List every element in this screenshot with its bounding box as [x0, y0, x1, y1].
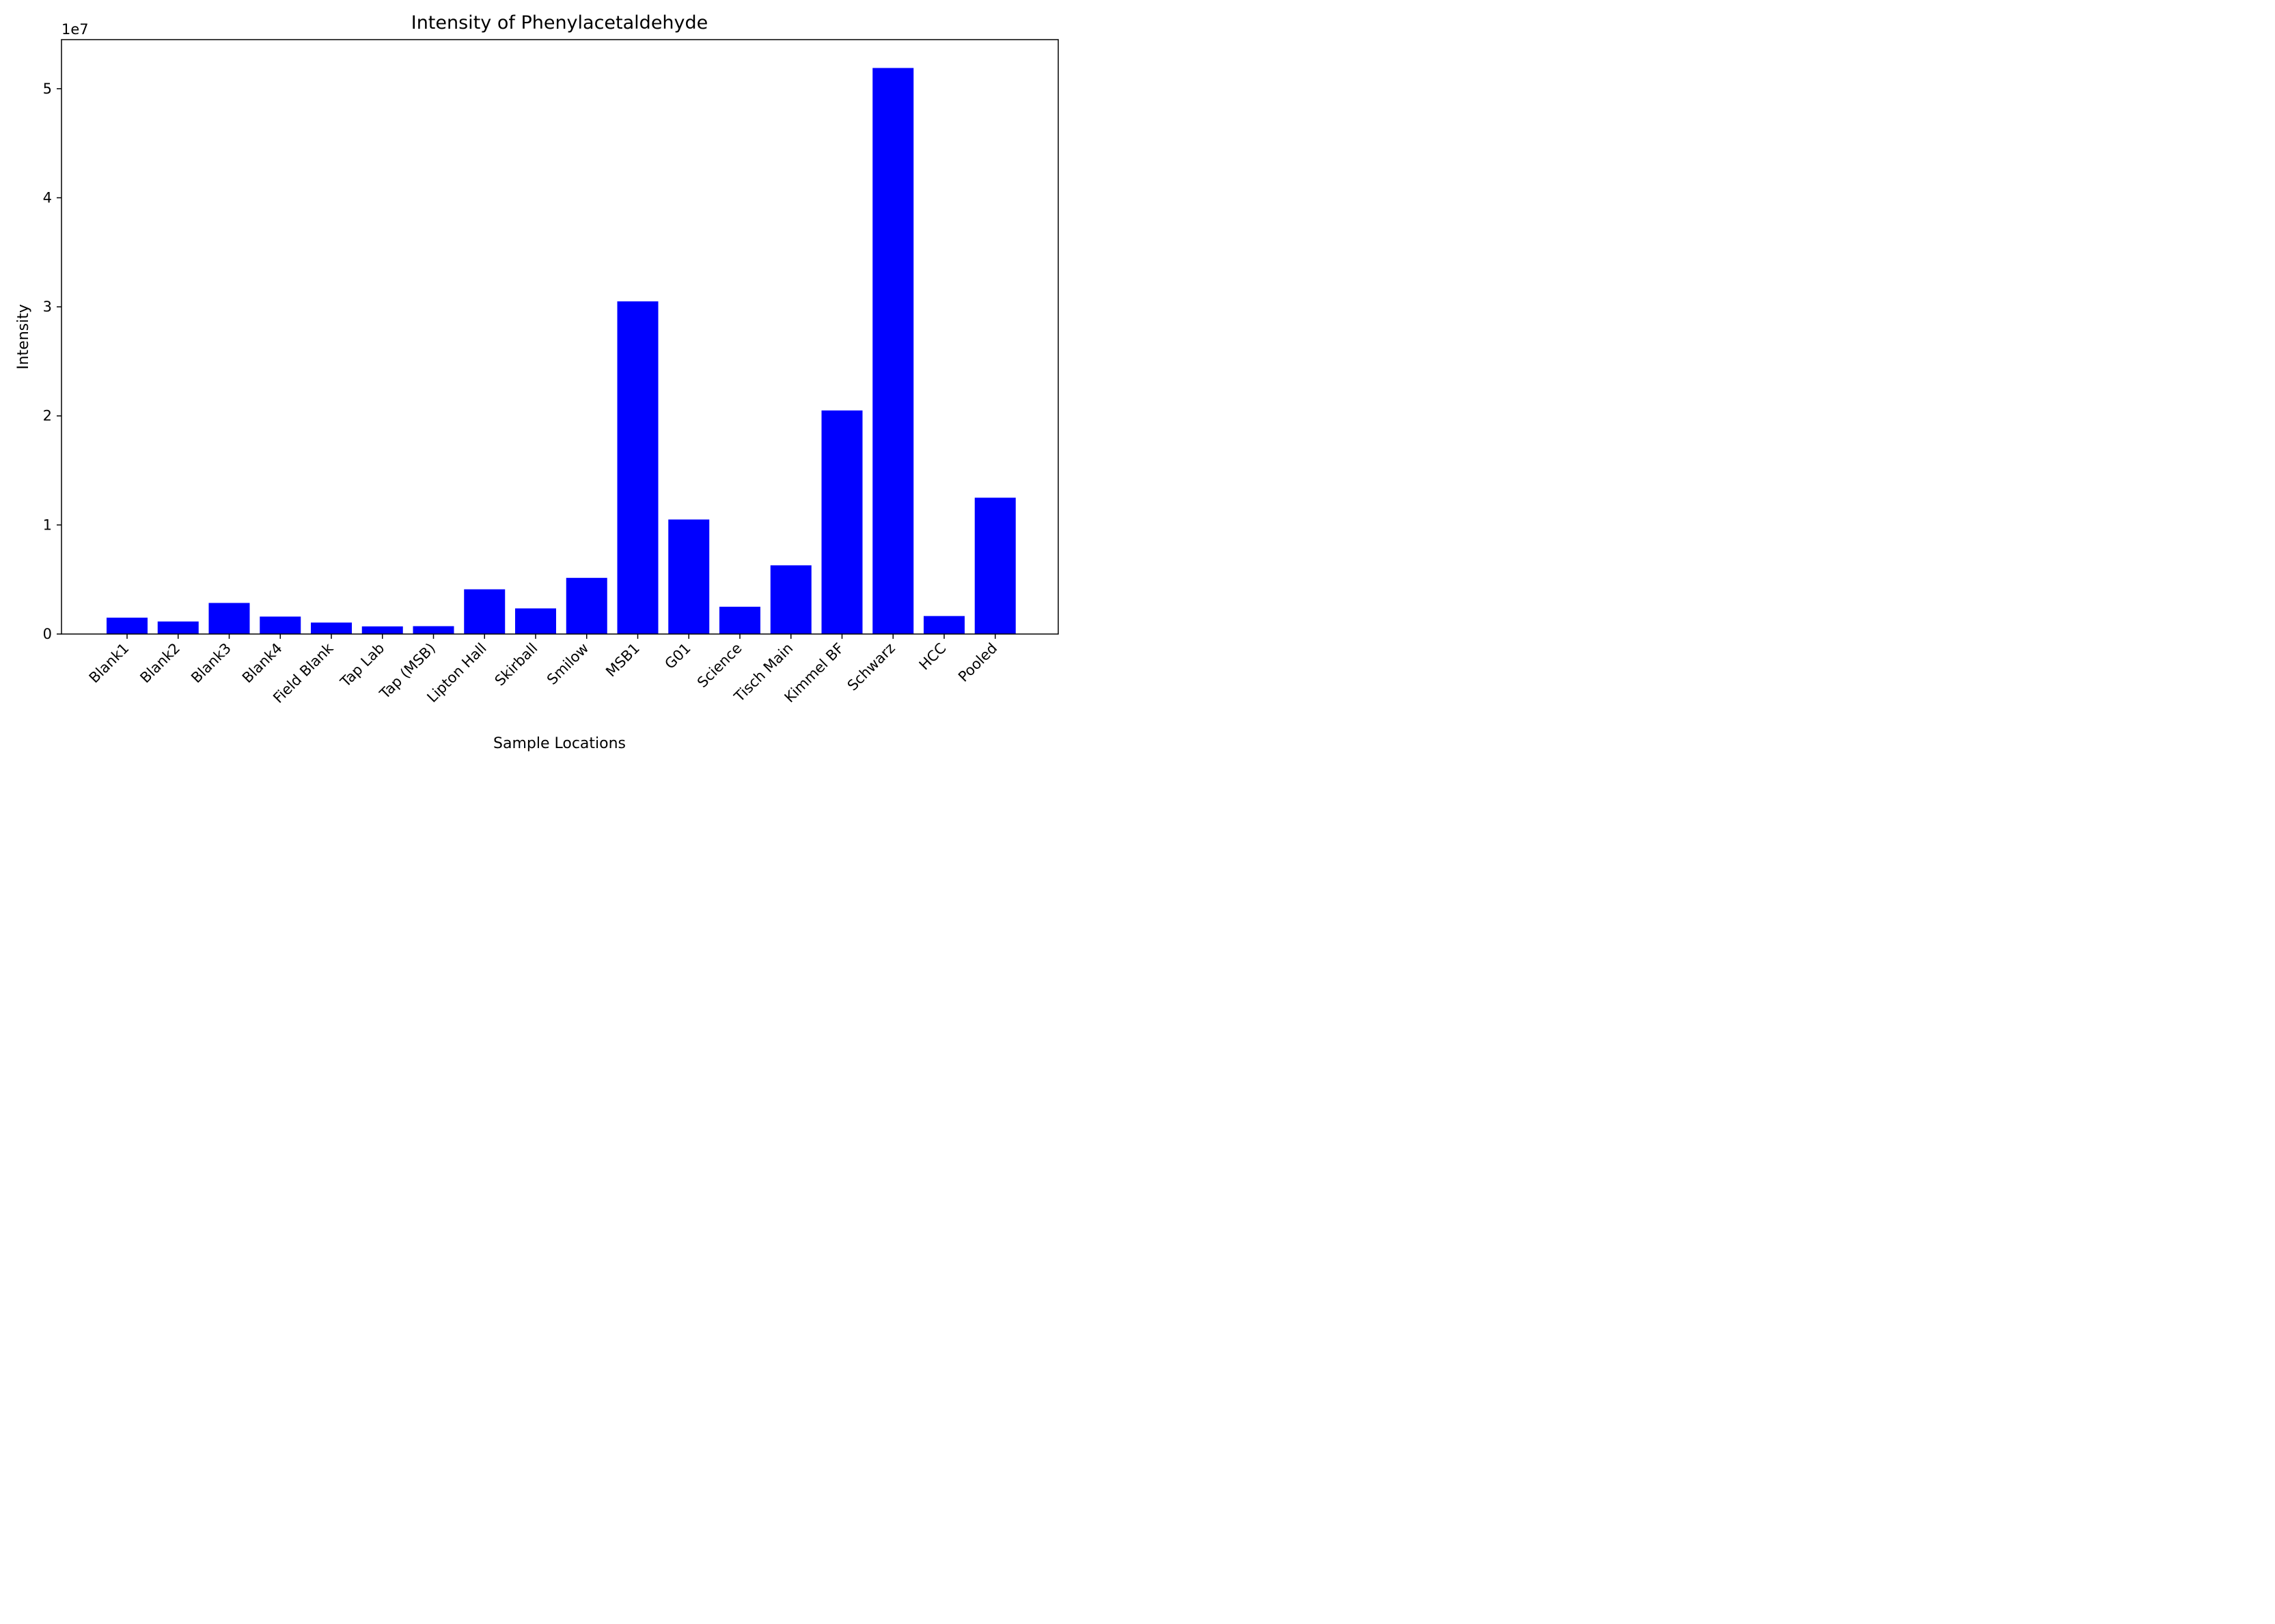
bar-field-blank — [311, 622, 352, 634]
bar-science — [719, 607, 760, 634]
y-axis-label: Intensity — [15, 304, 32, 370]
bar-series — [107, 68, 1016, 635]
bar-g01 — [668, 519, 710, 634]
y-tick-label: 2 — [43, 408, 52, 424]
bar-blank1 — [107, 618, 148, 634]
y-axis-offset-label: 1e7 — [61, 21, 89, 38]
bar-tap-msb — [413, 626, 454, 634]
bar-blank3 — [208, 603, 250, 634]
plot-frame — [61, 39, 1059, 635]
bar-smilow — [566, 577, 607, 634]
bar-pooled — [974, 497, 1016, 634]
bar-hcc — [924, 616, 965, 634]
y-tick-label: 0 — [43, 626, 52, 642]
y-axis-ticks: 0 1 2 3 4 5 — [43, 81, 61, 642]
y-tick-label: 4 — [43, 189, 52, 206]
y-tick-label: 5 — [43, 81, 52, 97]
bar-blank2 — [157, 621, 199, 634]
bar-tisch-main — [770, 565, 812, 634]
y-tick-label: 3 — [43, 299, 52, 315]
bar-skirball — [515, 608, 556, 634]
y-tick-label: 1 — [43, 517, 52, 533]
chart-title: Intensity of Phenylacetaldehyde — [411, 12, 708, 33]
bar-tap-lab — [361, 626, 403, 634]
bar-msb1 — [617, 301, 659, 634]
bar-schwarz — [872, 68, 914, 635]
bar-blank4 — [260, 616, 301, 634]
bar-kimmel-bf — [821, 410, 863, 634]
x-axis-label: Sample Locations — [493, 735, 626, 752]
bar-lipton-hall — [464, 589, 506, 634]
